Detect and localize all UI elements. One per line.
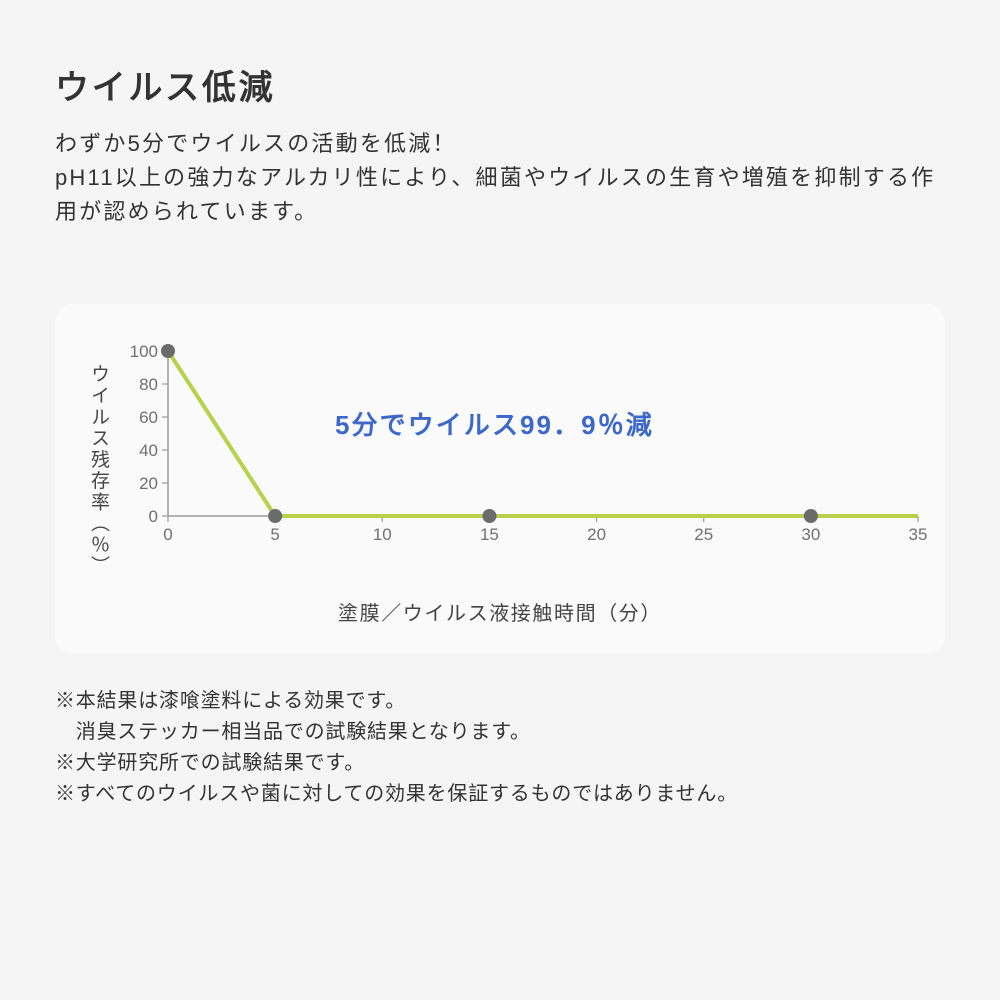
footnote-line: ※本結果は漆喰塗料による効果です。 bbox=[55, 686, 945, 717]
svg-text:25: 25 bbox=[694, 525, 713, 544]
svg-text:10: 10 bbox=[373, 525, 392, 544]
svg-text:5: 5 bbox=[270, 525, 279, 544]
svg-text:0: 0 bbox=[163, 525, 172, 544]
x-axis-label: 塗膜／ウイルス液接触時間（分） bbox=[85, 597, 915, 626]
chart-card: ウイルス残存率（％） 0 20 40 60 80 100 0 5 10 15 20 25 30 35 5分… bbox=[55, 304, 945, 654]
svg-text:20: 20 bbox=[587, 525, 606, 544]
svg-text:0: 0 bbox=[149, 507, 158, 526]
svg-text:60: 60 bbox=[139, 408, 158, 427]
footnote-line: ※すべてのウイルスや菌に対しての効果を保証するものではありません。 bbox=[55, 779, 945, 810]
description-block: わずか5分でウイルスの活動を低減！pH11以上の強力なアルカリ性により、細菌やウ… bbox=[55, 127, 945, 229]
plot-area: 0 20 40 60 80 100 0 5 10 15 20 25 30 35 5分でウイルス99．9％減 bbox=[120, 339, 928, 549]
svg-text:100: 100 bbox=[130, 342, 158, 361]
footnote-line: ※大学研究所での試験結果です。 bbox=[55, 748, 945, 779]
chart-annotation: 5分でウイルス99．9％減 bbox=[335, 405, 654, 442]
svg-text:40: 40 bbox=[139, 441, 158, 460]
svg-text:35: 35 bbox=[909, 525, 928, 544]
footnotes: ※本結果は漆喰塗料による効果です。 消臭ステッカー相当品での試験結果となります。… bbox=[55, 686, 945, 810]
footnote-line: 消臭ステッカー相当品での試験結果となります。 bbox=[55, 717, 945, 748]
svg-text:80: 80 bbox=[139, 375, 158, 394]
svg-text:15: 15 bbox=[480, 525, 499, 544]
page-heading: ウイルス低減 bbox=[55, 60, 945, 109]
svg-text:20: 20 bbox=[139, 474, 158, 493]
y-axis-label: ウイルス残存率（％） bbox=[85, 339, 112, 577]
svg-text:30: 30 bbox=[801, 525, 820, 544]
